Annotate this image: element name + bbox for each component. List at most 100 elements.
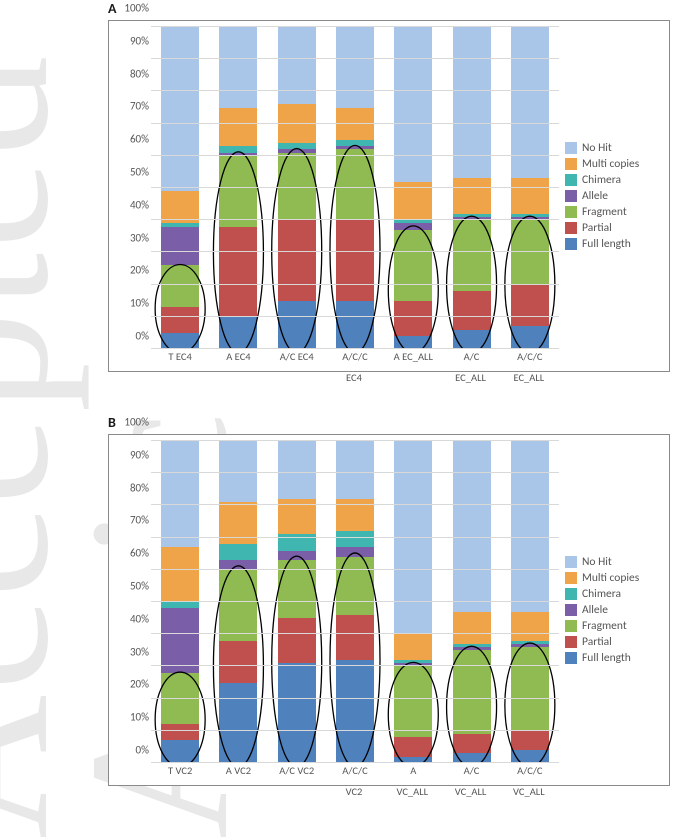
y-tick: 50% — [130, 166, 149, 179]
legend-item: Chimera — [565, 587, 665, 601]
x-axis-label: A/C EC4 — [268, 349, 326, 371]
bar-segment — [453, 650, 491, 734]
bar-segment — [511, 731, 549, 750]
bar-segment — [161, 265, 199, 307]
legend-swatch — [565, 556, 577, 568]
stacked-bar — [278, 27, 316, 349]
x-axis-label: A/C/C — [501, 763, 559, 785]
legend-label: Chimera — [582, 587, 621, 601]
bar-segment — [336, 660, 374, 763]
x-axis-label: A — [384, 763, 442, 785]
bar-segment — [453, 291, 491, 330]
bar-slot — [326, 441, 384, 763]
bar-segment — [394, 441, 432, 634]
bar-segment — [278, 301, 316, 349]
legend-item: No Hit — [565, 141, 665, 155]
y-tick: 50% — [130, 580, 149, 593]
y-tick: 10% — [130, 297, 149, 310]
legend-item: Fragment — [565, 205, 665, 219]
legend-item: Allele — [565, 603, 665, 617]
x-axis-label-line2 — [150, 372, 208, 383]
grid-line — [151, 26, 559, 27]
grid-line — [151, 155, 559, 156]
panel-b-label: B — [108, 414, 116, 431]
grid-line — [151, 90, 559, 91]
grid-line — [151, 601, 559, 602]
bar-segment — [278, 618, 316, 663]
chart-a-legend: No HitMulti copiesChimeraAlleleFragmentP… — [565, 139, 665, 253]
legend-item: Partial — [565, 635, 665, 649]
grid-line — [151, 665, 559, 666]
x-axis-label: A/C VC2 — [268, 763, 326, 785]
x-axis-label: T EC4 — [151, 349, 209, 371]
bar-segment — [219, 570, 257, 641]
y-tick: 70% — [130, 514, 149, 527]
bar-segment — [161, 547, 199, 602]
y-tick: 30% — [130, 231, 149, 244]
stacked-bar — [394, 27, 432, 349]
bar-segment — [336, 531, 374, 547]
y-tick: 70% — [130, 100, 149, 113]
legend-label: Multi copies — [582, 157, 639, 171]
chart-a-x-labels: T EC4A EC4A/C EC4A/C/CA EC_ALLA/CA/C/C — [151, 349, 559, 371]
legend-label: Multi copies — [582, 571, 639, 585]
grid-line — [151, 698, 559, 699]
bar-segment — [161, 673, 199, 725]
legend-item: Full length — [565, 651, 665, 665]
legend-item: Chimera — [565, 173, 665, 187]
bar-segment — [336, 557, 374, 615]
x-axis-label-line2 — [150, 786, 208, 797]
x-axis-label-line2: EC_ALL — [500, 372, 558, 383]
legend-label: Allele — [582, 189, 608, 203]
x-axis-label: A/C — [442, 349, 500, 371]
bar-slot — [151, 27, 209, 349]
chart-a: 0%10%20%30%40%50%60%70%80%90%100% T EC4A… — [108, 20, 670, 372]
legend-swatch — [565, 206, 577, 218]
bar-segment — [278, 104, 316, 143]
x-axis-label-line2: EC_ALL — [441, 372, 499, 383]
legend-swatch — [565, 652, 577, 664]
y-tick: 80% — [130, 481, 149, 494]
panel-a-label: A — [108, 0, 116, 17]
bar-segment — [511, 441, 549, 612]
bar-segment — [219, 27, 257, 108]
bar-segment — [219, 317, 257, 349]
legend-item: Allele — [565, 189, 665, 203]
chart-b-x-labels-line2: VC2VC_ALLVC_ALLVC_ALL — [150, 786, 558, 797]
bar-slot — [326, 27, 384, 349]
grid-line — [151, 633, 559, 634]
x-axis-label: A/C/C — [501, 349, 559, 371]
x-axis-label-line2 — [208, 786, 266, 797]
bar-segment — [453, 734, 491, 753]
x-axis-label: T VC2 — [151, 763, 209, 785]
bar-segment — [336, 441, 374, 499]
legend-swatch — [565, 572, 577, 584]
legend-label: No Hit — [582, 555, 612, 569]
bar-segment — [161, 441, 199, 547]
grid-line — [151, 219, 559, 220]
legend-label: Chimera — [582, 173, 621, 187]
chart-b-y-axis: 0%10%20%30%40%50%60%70%80%90%100% — [109, 435, 151, 763]
bar-segment — [453, 441, 491, 612]
y-tick: 0% — [136, 330, 149, 343]
stacked-bar — [336, 441, 374, 763]
bar-segment — [161, 608, 199, 672]
x-axis-label-line2: VC_ALL — [441, 786, 499, 797]
legend-label: Full length — [582, 237, 631, 251]
legend-item: No Hit — [565, 555, 665, 569]
chart-b-x-labels: T VC2A VC2A/C VC2A/C/CAA/CA/C/C — [151, 763, 559, 785]
legend-item: Multi copies — [565, 157, 665, 171]
bar-slot — [501, 441, 559, 763]
stacked-bar — [219, 27, 257, 349]
legend-swatch — [565, 588, 577, 600]
x-axis-label: A/C — [442, 763, 500, 785]
bar-segment — [511, 612, 549, 641]
bar-segment — [453, 178, 491, 213]
chart-b-legend: No HitMulti copiesChimeraAlleleFragmentP… — [565, 553, 665, 667]
grid-line — [151, 569, 559, 570]
chart-a-bars — [151, 27, 559, 349]
y-tick: 90% — [130, 448, 149, 461]
legend-swatch — [565, 620, 577, 632]
legend-swatch — [565, 142, 577, 154]
bar-slot — [151, 441, 209, 763]
